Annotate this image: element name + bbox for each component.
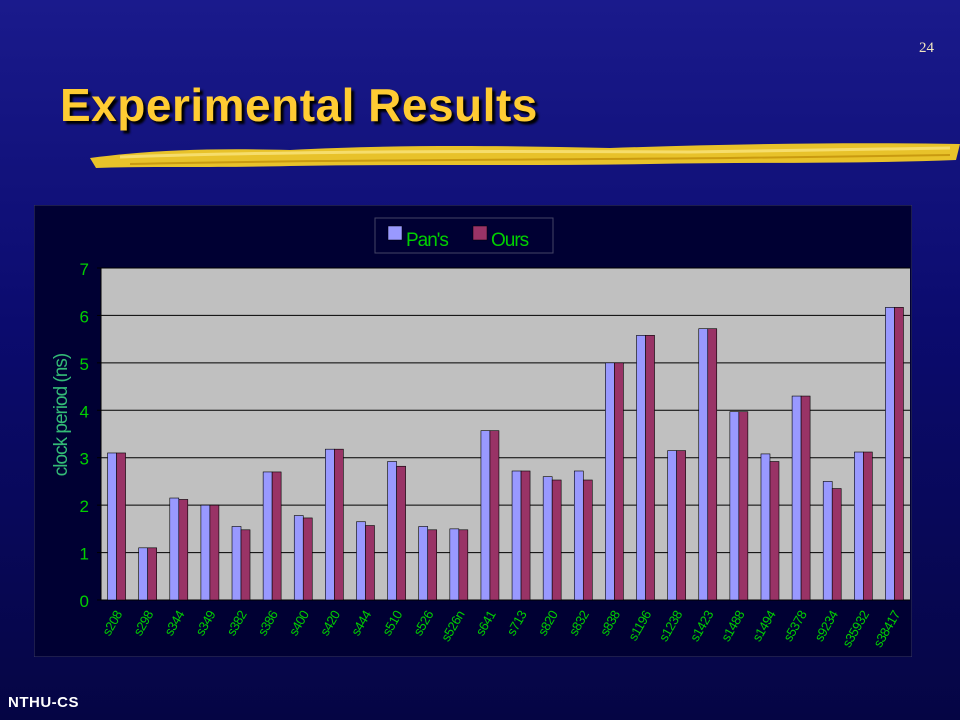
bar-ours — [707, 328, 718, 601]
legend-label-pans: Pan's — [406, 230, 448, 251]
bar-pans — [605, 362, 615, 601]
bar-ours — [676, 450, 686, 601]
bar-pans — [636, 335, 646, 601]
bar-pans — [791, 395, 802, 601]
legend-swatch-pans — [387, 225, 403, 241]
bar-pans — [760, 453, 771, 601]
bar-pans — [262, 471, 273, 601]
bar-pans — [169, 497, 180, 601]
bar-ours — [458, 529, 469, 601]
y-tick-label: 2 — [80, 497, 89, 516]
bar-pans — [729, 411, 740, 601]
bar-ours — [302, 517, 313, 601]
bar-ours — [427, 529, 438, 601]
y-tick-label: 4 — [80, 402, 89, 421]
bar-pans — [356, 521, 366, 601]
bar-ours — [800, 395, 811, 601]
legend-box — [374, 217, 554, 254]
bar-ours — [334, 448, 344, 601]
bar-pans — [667, 450, 677, 601]
bar-pans — [325, 448, 335, 601]
bar-ours — [738, 411, 749, 601]
bar-ours — [769, 461, 780, 601]
bar-ours — [116, 452, 126, 601]
y-tick-label: 3 — [80, 450, 89, 469]
page-title: Experimental Results — [60, 79, 538, 131]
bar-ours — [614, 362, 624, 601]
bar-pans — [387, 461, 397, 601]
chart-legend: Pan's Ours — [374, 217, 554, 254]
bar-ours — [863, 451, 873, 601]
title-brush-stroke — [90, 143, 960, 168]
bar-ours — [365, 525, 375, 601]
y-tick-label: 7 — [80, 260, 89, 279]
bar-pans — [107, 452, 117, 601]
y-tick-label: 5 — [80, 355, 89, 374]
footer-label: NTHU-CS — [8, 694, 79, 711]
bar-ours — [271, 471, 282, 601]
bar-ours — [831, 488, 842, 601]
bar-pans — [511, 470, 522, 601]
legend-label-ours: Ours — [491, 230, 529, 251]
bar-pans — [854, 451, 864, 601]
bar-pans — [573, 470, 584, 601]
bar-ours — [178, 499, 189, 601]
bar-pans — [200, 504, 211, 601]
y-tick-label: 1 — [80, 545, 89, 564]
bar-ours — [489, 430, 500, 601]
bar-pans — [449, 528, 460, 601]
bar-pans — [138, 547, 148, 601]
bar-pans — [822, 481, 833, 601]
bar-pans — [885, 307, 895, 601]
bar-ours — [209, 504, 220, 601]
bar-pans — [542, 476, 553, 601]
bar-ours — [396, 465, 406, 601]
bar-ours — [240, 529, 251, 601]
bar-ours — [147, 547, 157, 601]
bar-pans — [231, 526, 242, 601]
bar-pans — [698, 328, 709, 601]
legend-swatch-ours — [472, 225, 488, 241]
bar-ours — [894, 307, 904, 601]
bar-ours — [645, 335, 655, 601]
bar-ours — [520, 470, 531, 601]
plot-background — [101, 268, 910, 600]
y-axis-label: clock period (ns) — [51, 353, 72, 476]
slide-number: 24 — [919, 40, 934, 56]
y-tick-label: 6 — [80, 307, 89, 326]
bar-pans — [293, 515, 304, 601]
bar-ours — [582, 479, 593, 601]
bar-ours — [551, 479, 562, 601]
y-tick-label: 0 — [80, 592, 89, 611]
bar-pans — [418, 526, 429, 601]
clock-period-bar-chart: Pan's Ours clock period (ns) 01234567s20… — [34, 205, 912, 657]
bar-pans — [480, 430, 491, 601]
